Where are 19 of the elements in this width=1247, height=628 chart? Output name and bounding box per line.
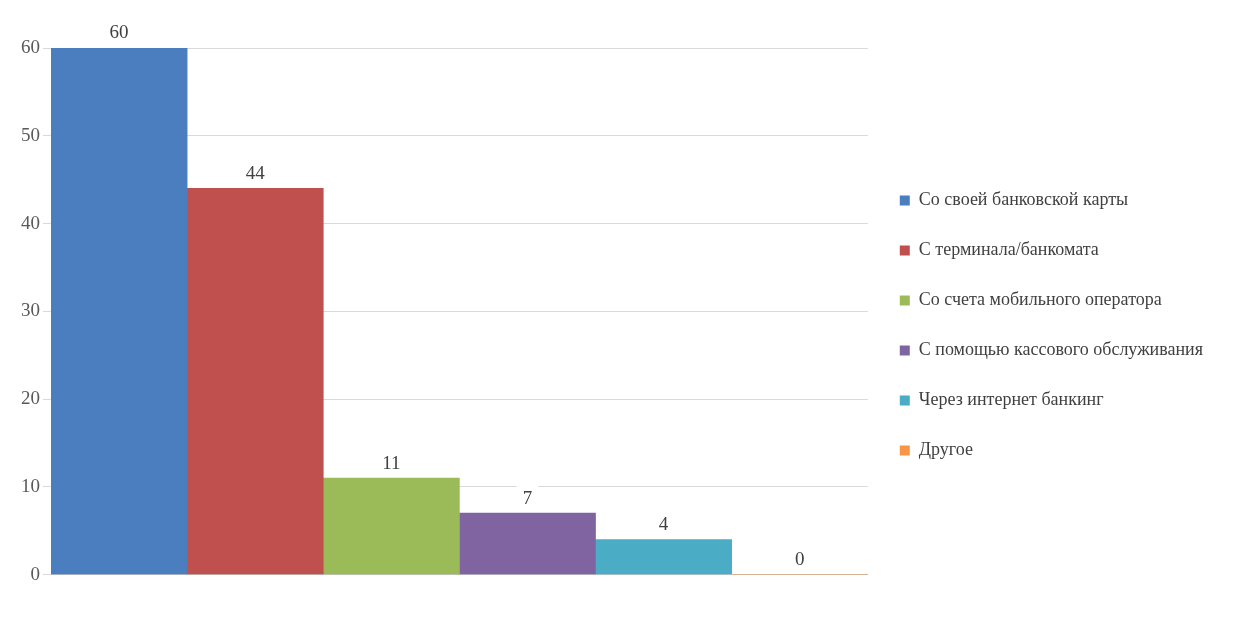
legend-label: Другое	[918, 439, 973, 460]
legend-label: Со своей банковской карты	[918, 189, 1129, 210]
y-tick-label: 20	[21, 387, 40, 409]
y-tick-label: 30	[21, 299, 40, 321]
data-label: 44	[245, 161, 266, 183]
y-tick-label: 10	[21, 474, 40, 496]
data-label: 0	[794, 548, 805, 570]
y-tick-label: 60	[21, 35, 40, 57]
y-tick-label: 0	[30, 562, 40, 584]
legend-label: С терминала/банкомата	[918, 239, 1099, 260]
legend-label: Со счета мобильного оператора	[918, 289, 1162, 310]
data-label: 4	[658, 512, 669, 534]
data-label: 11	[382, 451, 401, 473]
y-tick-label: 40	[21, 211, 40, 233]
y-tick-label: 50	[21, 123, 40, 145]
data-label: 60	[109, 21, 129, 43]
legend-label: С помощью кассового обслуживания	[918, 339, 1204, 360]
legend-label: Через интернет банкинг	[918, 389, 1104, 410]
data-label: 7	[522, 486, 533, 508]
